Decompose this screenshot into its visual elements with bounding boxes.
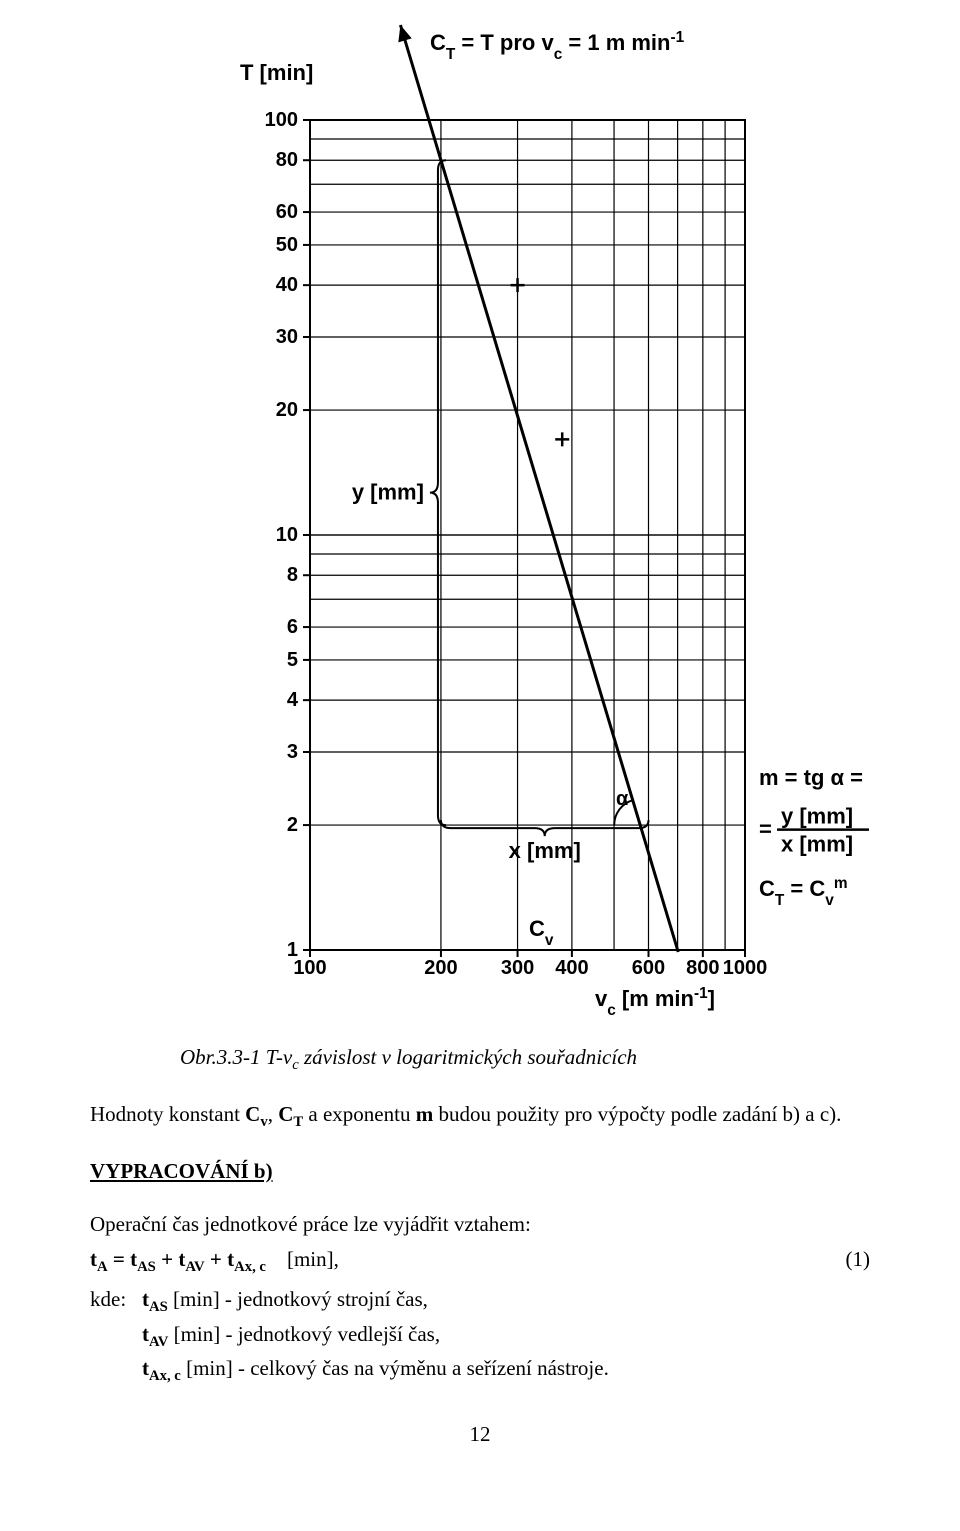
svg-text:80: 80 bbox=[276, 149, 298, 171]
def-row-2: tAV [min] - jednotkový vedlejší čas, bbox=[90, 1319, 870, 1353]
svg-text:100: 100 bbox=[265, 109, 298, 131]
svg-text:10: 10 bbox=[276, 524, 298, 546]
svg-text:T [min]: T [min] bbox=[240, 60, 313, 85]
svg-text:300: 300 bbox=[501, 957, 534, 979]
svg-text:4: 4 bbox=[287, 689, 299, 711]
svg-text:2: 2 bbox=[287, 814, 298, 836]
svg-text:40: 40 bbox=[276, 274, 298, 296]
page-number: 12 bbox=[90, 1422, 870, 1447]
svg-text:α: α bbox=[616, 788, 629, 810]
section-heading-b: VYPRACOVÁNÍ b) bbox=[90, 1159, 870, 1184]
svg-text:30: 30 bbox=[276, 326, 298, 348]
def-row-1: kde: tAS [min] - jednotkový strojní čas, bbox=[90, 1284, 870, 1318]
svg-text:3: 3 bbox=[287, 741, 298, 763]
svg-text:y [mm]: y [mm] bbox=[352, 480, 424, 505]
svg-text:=: = bbox=[759, 817, 772, 842]
svg-text:5: 5 bbox=[287, 649, 298, 671]
svg-text:1: 1 bbox=[287, 939, 298, 961]
def-tas: tAS [min] - jednotkový strojní čas, bbox=[142, 1284, 428, 1318]
def-row-3: tAx, c [min] - celkový čas na výměnu a s… bbox=[90, 1353, 870, 1387]
equation-1: tA = tAS + tAV + tAx, c [min], (1) bbox=[90, 1247, 870, 1276]
paragraph-op-time: Operační čas jednotkové práce lze vyjádř… bbox=[90, 1209, 870, 1239]
svg-text:20: 20 bbox=[276, 399, 298, 421]
svg-text:x [mm]: x [mm] bbox=[509, 838, 581, 863]
svg-text:800: 800 bbox=[686, 957, 719, 979]
definition-list: kde: tAS [min] - jednotkový strojní čas,… bbox=[90, 1284, 870, 1387]
figure-caption: Obr.3.3-1 T-vc závislost v logaritmickýc… bbox=[180, 1045, 870, 1074]
def-tav: tAV [min] - jednotkový vedlejší čas, bbox=[142, 1319, 440, 1353]
def-taxc: tAx, c [min] - celkový čas na výměnu a s… bbox=[142, 1353, 609, 1387]
svg-text:50: 50 bbox=[276, 234, 298, 256]
svg-text:m = tg α =: m = tg α = bbox=[759, 765, 863, 790]
page: 1002003004006008001000123456810203040506… bbox=[0, 0, 960, 1487]
caption-text: Obr.3.3-1 T-vc závislost v logaritmickýc… bbox=[180, 1045, 637, 1069]
svg-text:60: 60 bbox=[276, 201, 298, 223]
svg-text:y [mm]: y [mm] bbox=[781, 804, 853, 829]
paragraph-constants: Hodnoty konstant Cv, CT a exponentu m bu… bbox=[90, 1099, 870, 1134]
log-log-chart: 100 200 300 400 600 8001000 1 2 3 4 5 6 8 10 20 30 40 50 6… bbox=[180, 20, 920, 1025]
svg-text:100: 100 bbox=[293, 957, 326, 979]
def-lead: kde: bbox=[90, 1284, 142, 1318]
svg-text:400: 400 bbox=[555, 957, 588, 979]
equation-1-number: (1) bbox=[830, 1247, 870, 1272]
svg-text:6: 6 bbox=[287, 616, 298, 638]
svg-text:1000: 1000 bbox=[723, 957, 768, 979]
equation-1-lhs: tA = tAS + tAV + tAx, c [min], bbox=[90, 1247, 830, 1276]
svg-text:200: 200 bbox=[424, 957, 457, 979]
svg-text:600: 600 bbox=[632, 957, 665, 979]
svg-text:x [mm]: x [mm] bbox=[781, 832, 853, 857]
chart-container: 100 200 300 400 600 8001000 1 2 3 4 5 6 8 10 20 30 40 50 6… bbox=[180, 20, 780, 1025]
svg-text:8: 8 bbox=[287, 564, 298, 586]
